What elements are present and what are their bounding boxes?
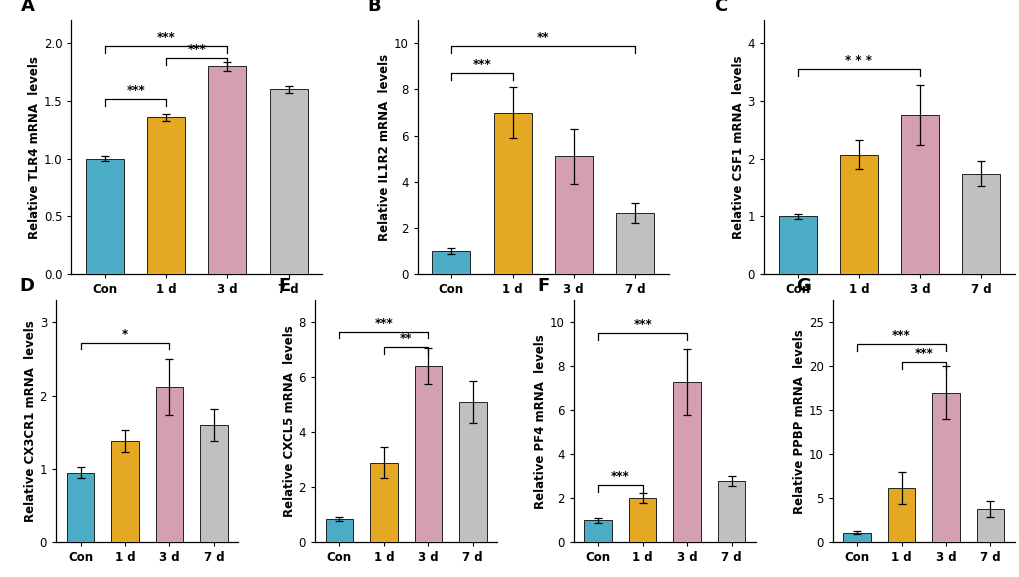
Bar: [111, 441, 139, 542]
Y-axis label: Relative PPBP mRNA  levels: Relative PPBP mRNA levels: [792, 329, 805, 514]
Text: *: *: [121, 328, 128, 340]
Text: **: **: [536, 31, 549, 43]
Text: ***: ***: [472, 58, 491, 71]
Y-axis label: Relative CX3CR1 mRNA  levels: Relative CX3CR1 mRNA levels: [23, 320, 37, 522]
Bar: [976, 509, 1004, 542]
Bar: [269, 89, 308, 274]
Text: **: **: [399, 332, 412, 345]
Bar: [777, 216, 816, 274]
Y-axis label: Relative CXCL5 mRNA  levels: Relative CXCL5 mRNA levels: [282, 325, 296, 517]
Bar: [147, 117, 185, 274]
Bar: [843, 533, 870, 542]
Text: A: A: [21, 0, 35, 15]
Text: ***: ***: [157, 31, 175, 43]
Bar: [717, 481, 745, 542]
Text: ***: ***: [892, 329, 910, 342]
Bar: [961, 174, 1000, 274]
Text: ***: ***: [126, 84, 145, 96]
Text: * * *: * * *: [845, 54, 871, 67]
Bar: [66, 473, 94, 542]
Bar: [370, 463, 397, 542]
Text: G: G: [796, 277, 810, 295]
Y-axis label: Relative CSF1 mRNA  levels: Relative CSF1 mRNA levels: [731, 55, 744, 239]
Text: ***: ***: [374, 317, 393, 330]
Text: F: F: [537, 277, 549, 295]
Bar: [86, 159, 124, 274]
Text: B: B: [367, 0, 381, 15]
Bar: [200, 425, 227, 542]
Text: ***: ***: [633, 318, 651, 331]
Text: ***: ***: [913, 347, 932, 360]
Y-axis label: Relative PF4 mRNA  levels: Relative PF4 mRNA levels: [534, 334, 546, 508]
Bar: [887, 488, 914, 542]
Bar: [673, 381, 700, 542]
Bar: [432, 251, 470, 274]
Bar: [584, 520, 611, 542]
Bar: [839, 155, 877, 274]
Text: D: D: [19, 277, 35, 295]
Bar: [414, 366, 441, 542]
Text: C: C: [713, 0, 727, 15]
Y-axis label: Relative IL1R2 mRNA  levels: Relative IL1R2 mRNA levels: [378, 54, 390, 241]
Text: E: E: [278, 277, 290, 295]
Bar: [900, 115, 938, 274]
Bar: [325, 519, 353, 542]
Text: ***: ***: [187, 43, 206, 56]
Bar: [629, 499, 656, 542]
Bar: [554, 156, 592, 274]
Bar: [459, 402, 486, 542]
Bar: [208, 66, 247, 274]
Text: ***: ***: [610, 470, 629, 483]
Y-axis label: Relative TLR4 mRNA  levels: Relative TLR4 mRNA levels: [28, 56, 41, 238]
Bar: [931, 392, 959, 542]
Bar: [156, 387, 183, 542]
Bar: [493, 113, 531, 274]
Bar: [615, 213, 653, 274]
